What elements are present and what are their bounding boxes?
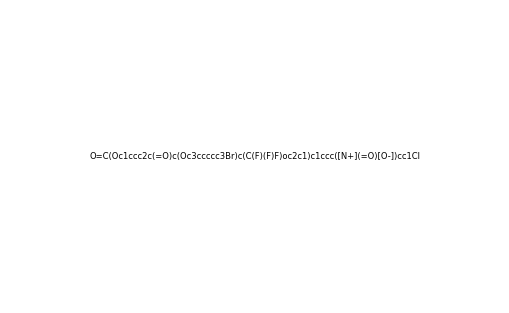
Text: O=C(Oc1ccc2c(=O)c(Oc3ccccc3Br)c(C(F)(F)F)oc2c1)c1ccc([N+](=O)[O-])cc1Cl: O=C(Oc1ccc2c(=O)c(Oc3ccccc3Br)c(C(F)(F)F… <box>89 152 420 161</box>
